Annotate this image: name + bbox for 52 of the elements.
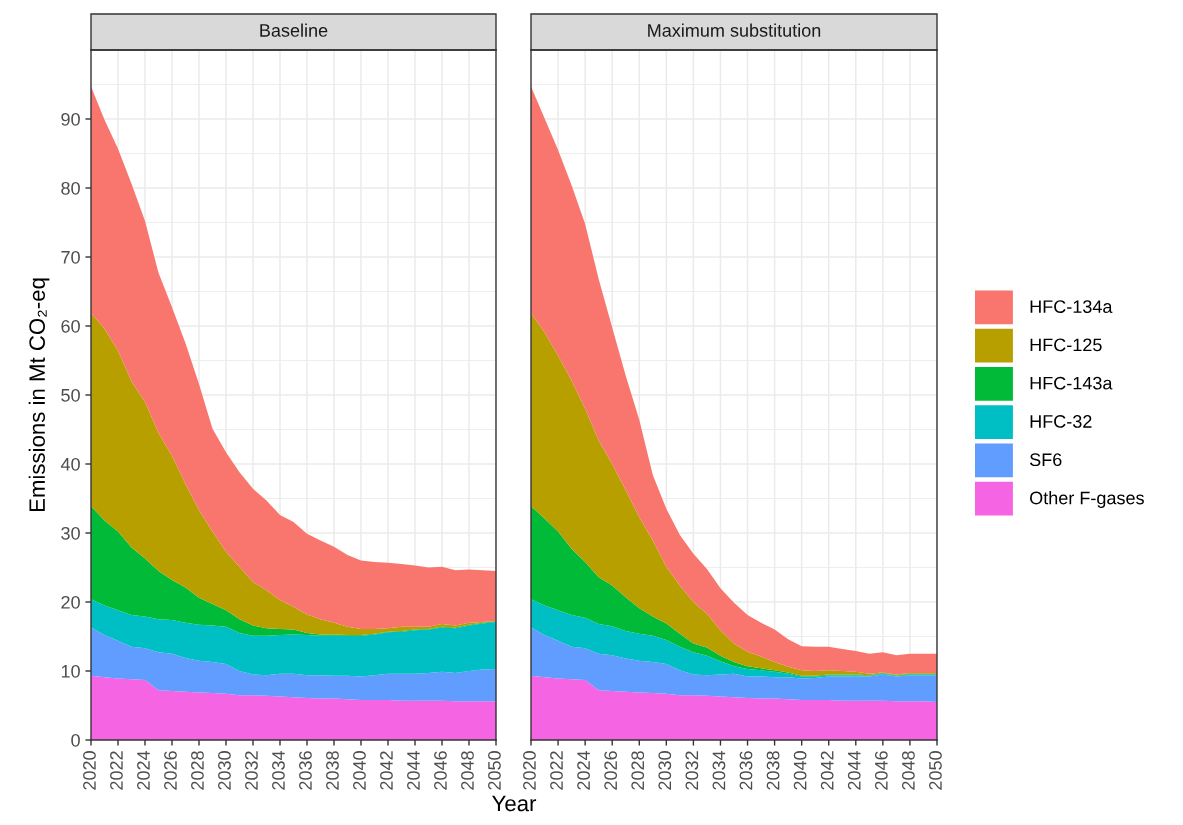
x-tick-label: 2046 — [434, 751, 447, 790]
y-tick-label: 30 — [61, 526, 80, 540]
legend-label: HFC-32 — [1030, 415, 1092, 428]
x-tick-label: 2034 — [272, 750, 285, 790]
x-tick-label: 2026 — [604, 751, 618, 790]
y-tick-label: 0 — [71, 733, 80, 747]
x-tick-label: 2044 — [407, 750, 420, 790]
x-tick-label: 2036 — [739, 751, 753, 790]
legend-label: HFC-143a — [1030, 376, 1113, 390]
x-tick-label: 2042 — [820, 751, 834, 790]
x-tick-label: 2034 — [712, 750, 726, 790]
y-tick-label: 50 — [61, 388, 80, 402]
y-axis-title: Emissions in Mt CO₂-eq — [28, 278, 50, 512]
legend-label: HFC-125 — [1030, 338, 1102, 352]
x-tick-label: 2020 — [83, 751, 96, 790]
y-tick-label: 40 — [60, 457, 80, 471]
legend-label: SF6 — [1029, 453, 1062, 467]
x-tick-label: 2026 — [164, 751, 177, 790]
x-axis-title: Year — [492, 795, 537, 812]
x-tick-label: 2038 — [326, 751, 339, 790]
y-tick-label: 70 — [61, 250, 80, 264]
y-tick-label: 10 — [61, 664, 80, 678]
x-tick-label: 2044 — [847, 750, 861, 790]
x-tick-label: 2030 — [218, 751, 231, 790]
x-tick-label: 2048 — [461, 751, 474, 790]
y-tick-label: 60 — [61, 319, 80, 333]
legend-label: HFC-134a — [1030, 300, 1113, 313]
x-tick-label: 2032 — [685, 751, 699, 790]
x-tick-label: 2022 — [110, 751, 123, 790]
x-tick-label: 2042 — [380, 751, 393, 790]
x-tick-label: 2020 — [523, 751, 536, 790]
x-tick-label: 2022 — [550, 751, 563, 790]
x-tick-label: 2046 — [874, 751, 888, 790]
y-tick-label: 20 — [61, 595, 80, 609]
y-tick-label: 90 — [61, 112, 80, 126]
x-tick-label: 2032 — [245, 751, 258, 790]
x-tick-label: 2038 — [766, 751, 780, 790]
x-tick-label: 2050 — [929, 751, 942, 790]
x-tick-label: 2024 — [577, 750, 590, 790]
x-tick-label: 2028 — [631, 751, 645, 790]
x-tick-label: 2030 — [658, 751, 672, 790]
chart-title: Maximum substitution — [648, 23, 821, 37]
y-tick-label: 80 — [61, 181, 80, 195]
legend-label: Other F-gases — [1030, 491, 1144, 508]
x-tick-label: 2040 — [793, 751, 807, 790]
x-tick-label: 2048 — [901, 751, 915, 790]
x-tick-label: 2040 — [353, 751, 366, 790]
x-tick-label: 2050 — [488, 751, 501, 790]
chart-title: Baseline — [260, 23, 328, 37]
x-tick-label: 2036 — [299, 751, 312, 790]
x-tick-label: 2028 — [191, 751, 204, 790]
x-tick-label: 2024 — [137, 750, 150, 790]
